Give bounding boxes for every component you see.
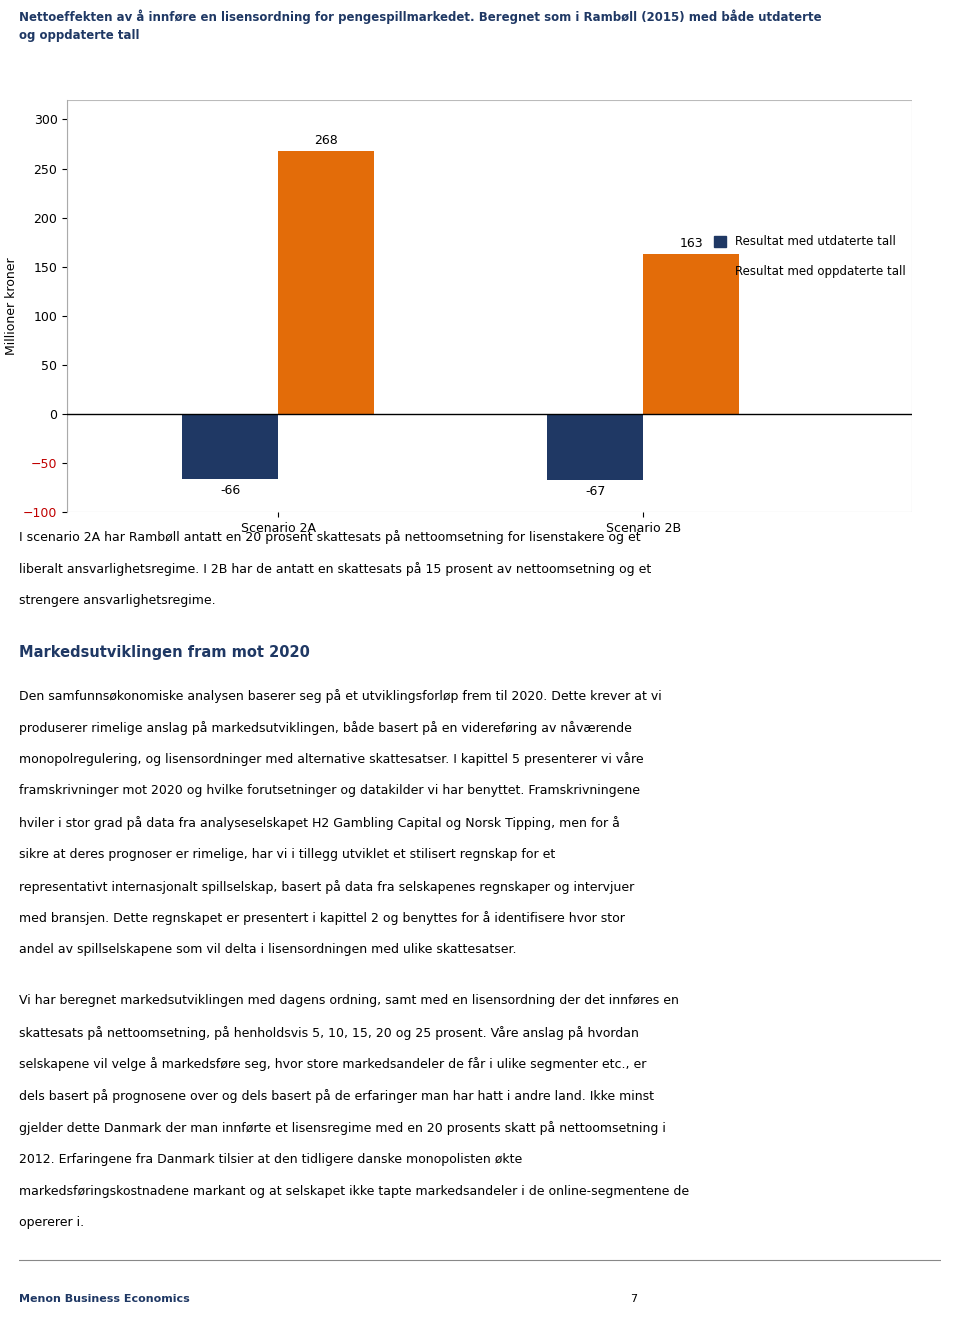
Text: 163: 163 (680, 237, 703, 250)
Bar (278, 150, 374, 414)
Text: selskapene vil velge å markedsføre seg, hvor store markedsandeler de får i ulike: selskapene vil velge å markedsføre seg, … (19, 1057, 647, 1071)
Legend: Resultat med utdaterte tall, Resultat med oppdaterte tall: Resultat med utdaterte tall, Resultat me… (714, 236, 906, 278)
Text: Menon Business Economics: Menon Business Economics (19, 1294, 190, 1304)
Bar (643, 254, 739, 414)
Text: andel av spillselskapene som vil delta i lisensordningen med ulike skattesatser.: andel av spillselskapene som vil delta i… (19, 944, 516, 956)
Bar (547, 414, 643, 480)
Text: Den samfunnsøkonomiske analysen baserer seg på et utviklingsforløp frem til 2020: Den samfunnsøkonomiske analysen baserer … (19, 689, 662, 703)
Text: 7: 7 (630, 1294, 637, 1304)
Text: Vi har beregnet markedsutviklingen med dagens ordning, samt med en lisensordning: Vi har beregnet markedsutviklingen med d… (19, 994, 679, 1008)
Text: RAPPORT: RAPPORT (867, 1292, 933, 1306)
Text: Markedsutviklingen fram mot 2020: Markedsutviklingen fram mot 2020 (19, 644, 310, 660)
Text: med bransjen. Dette regnskapet er presentert i kapittel 2 og benyttes for å iden: med bransjen. Dette regnskapet er presen… (19, 912, 625, 925)
Text: liberalt ansvarlighetsregime. I 2B har de antatt en skattesats på 15 prosent av : liberalt ansvarlighetsregime. I 2B har d… (19, 562, 652, 576)
Text: hviler i stor grad på data fra analyseselskapet H2 Gambling Capital og Norsk Tip: hviler i stor grad på data fra analysese… (19, 816, 620, 831)
Text: I scenario 2A har Rambøll antatt en 20 prosent skattesats på nettoomsetning for : I scenario 2A har Rambøll antatt en 20 p… (19, 530, 641, 544)
Text: monopolregulering, og lisensordninger med alternative skattesatser. I kapittel 5: monopolregulering, og lisensordninger me… (19, 752, 644, 767)
Text: sikre at deres prognoser er rimelige, har vi i tillegg utviklet et stilisert reg: sikre at deres prognoser er rimelige, ha… (19, 848, 556, 861)
Y-axis label: Millioner kroner: Millioner kroner (5, 257, 17, 355)
Text: dels basert på prognosene over og dels basert på de erfaringer man har hatt i an: dels basert på prognosene over og dels b… (19, 1089, 654, 1103)
Text: -67: -67 (585, 484, 606, 498)
Text: framskrivninger mot 2020 og hvilke forutsetninger og datakilder vi har benyttet.: framskrivninger mot 2020 og hvilke forut… (19, 784, 640, 797)
Text: skattesats på nettoomsetning, på henholdsvis 5, 10, 15, 20 og 25 prosent. Våre a: skattesats på nettoomsetning, på henhold… (19, 1026, 639, 1040)
Text: strengere ansvarlighetsregime.: strengere ansvarlighetsregime. (19, 594, 216, 607)
Text: -66: -66 (220, 484, 241, 496)
Text: markedsføringskostnadene markant og at selskapet ikke tapte markedsandeler i de : markedsføringskostnadene markant og at s… (19, 1185, 689, 1198)
Text: 2012. Erfaringene fra Danmark tilsier at den tidligere danske monopolisten økte: 2012. Erfaringene fra Danmark tilsier at… (19, 1153, 522, 1166)
Bar (67, 100, 912, 512)
Text: representativt internasjonalt spillselskap, basert på data fra selskapenes regns: representativt internasjonalt spillselsk… (19, 880, 635, 893)
Text: Nettoeffekten av å innføre en lisensordning for pengespillmarkedet. Beregnet som: Nettoeffekten av å innføre en lisensordn… (19, 9, 822, 41)
Text: gjelder dette Danmark der man innførte et lisensregime med en 20 prosents skatt : gjelder dette Danmark der man innførte e… (19, 1121, 666, 1135)
Text: produserer rimelige anslag på markedsutviklingen, både basert på en videreføring: produserer rimelige anslag på markedsutv… (19, 721, 632, 735)
Text: 268: 268 (315, 134, 338, 146)
Text: opererer i.: opererer i. (19, 1217, 84, 1230)
Bar (182, 414, 278, 479)
